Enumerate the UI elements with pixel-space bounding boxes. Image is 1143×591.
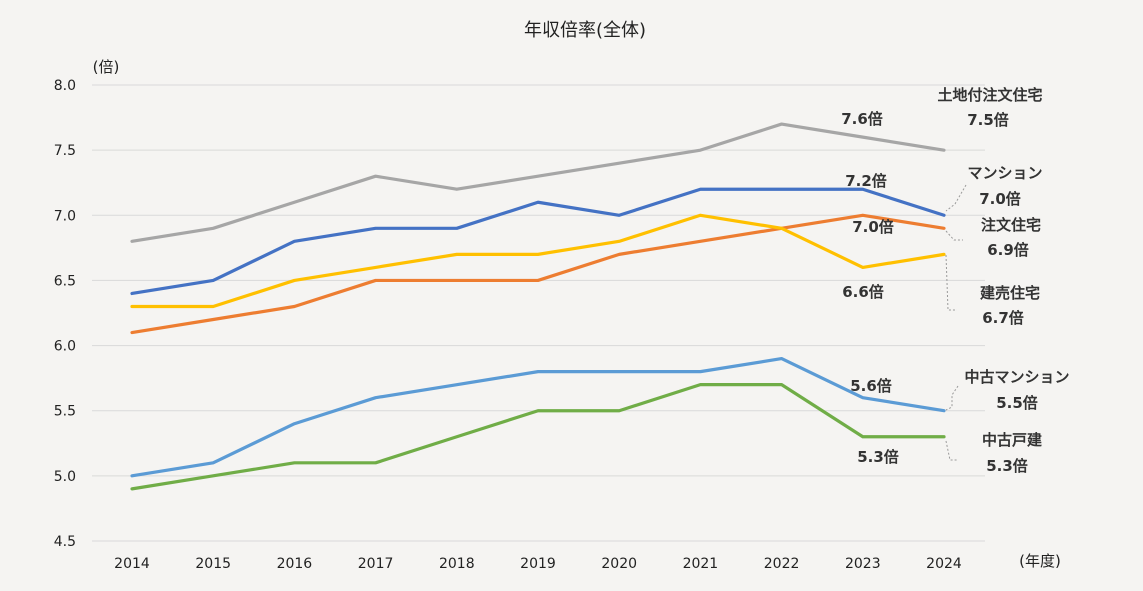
y-axis-unit: (倍) xyxy=(93,58,120,76)
leader-line xyxy=(945,230,963,241)
data-label-2024: 5.5倍 xyxy=(996,394,1038,412)
y-tick-label: 5.5 xyxy=(54,404,76,420)
leader-line xyxy=(945,440,958,461)
y-tick-label: 4.5 xyxy=(54,534,76,550)
y-tick-label: 6.5 xyxy=(54,273,76,289)
chart-title: 年収倍率(全体) xyxy=(524,20,646,41)
data-label-2023: 7.0倍 xyxy=(852,218,894,236)
y-tick-label: 6.0 xyxy=(54,339,76,355)
series-line-5 xyxy=(130,383,946,491)
x-axis-ticks: 2014 2015 2016 2017 2018 2019 2020 2021 2022 2023… xyxy=(114,556,962,572)
data-label-2024: 7.0倍 xyxy=(979,190,1021,208)
data-label-2023: 7.2倍 xyxy=(845,172,887,190)
leader-line xyxy=(945,184,967,212)
x-tick-label: 2017 xyxy=(358,556,394,572)
series-lines xyxy=(130,122,946,491)
y-tick-label: 7.5 xyxy=(54,143,76,159)
data-label-2023: 5.3倍 xyxy=(857,448,899,466)
series-line-3 xyxy=(130,213,946,309)
series-name-label: 注文住宅 xyxy=(981,216,1041,234)
leader-line xyxy=(945,254,957,311)
series-line-2 xyxy=(130,213,946,335)
data-label-2024: 6.9倍 xyxy=(987,241,1029,259)
series-name-label: 中古マンション xyxy=(964,368,1069,386)
x-tick-label: 2014 xyxy=(114,556,150,572)
series-name-label: 土地付注文住宅 xyxy=(937,86,1042,104)
series-name-label: マンション xyxy=(967,164,1042,182)
leader-lines xyxy=(945,184,967,461)
x-tick-label: 2020 xyxy=(601,556,637,572)
y-tick-label: 8.0 xyxy=(54,78,76,94)
x-tick-label: 2021 xyxy=(683,556,719,572)
x-tick-label: 2022 xyxy=(764,556,800,572)
x-axis-unit: (年度) xyxy=(1019,552,1061,570)
series-line-4 xyxy=(130,357,946,478)
x-tick-label: 2015 xyxy=(195,556,231,572)
data-label-2023: 6.6倍 xyxy=(842,283,884,301)
y-tick-label: 7.0 xyxy=(54,208,76,224)
leader-line xyxy=(945,385,959,411)
x-tick-label: 2018 xyxy=(439,556,475,572)
data-label-2024: 5.3倍 xyxy=(986,457,1028,475)
x-tick-label: 2016 xyxy=(277,556,313,572)
data-label-2024: 7.5倍 xyxy=(967,111,1009,129)
series-name-label: 建売住宅 xyxy=(980,284,1040,302)
x-tick-label: 2023 xyxy=(845,556,881,572)
data-label-2023: 5.6倍 xyxy=(850,377,892,395)
series-name-label: 中古戸建 xyxy=(982,431,1043,449)
y-axis-ticks: 8.0 7.5 7.0 6.5 6.0 5.5 5.0 4.5 xyxy=(54,78,76,550)
data-label-2024: 6.7倍 xyxy=(982,309,1024,327)
y-tick-label: 5.0 xyxy=(54,469,76,485)
x-tick-label: 2019 xyxy=(520,556,556,572)
series-line-1 xyxy=(130,187,946,296)
x-tick-label: 2024 xyxy=(926,556,962,572)
series-line-0 xyxy=(130,122,946,243)
data-label-2023: 7.6倍 xyxy=(841,110,883,128)
